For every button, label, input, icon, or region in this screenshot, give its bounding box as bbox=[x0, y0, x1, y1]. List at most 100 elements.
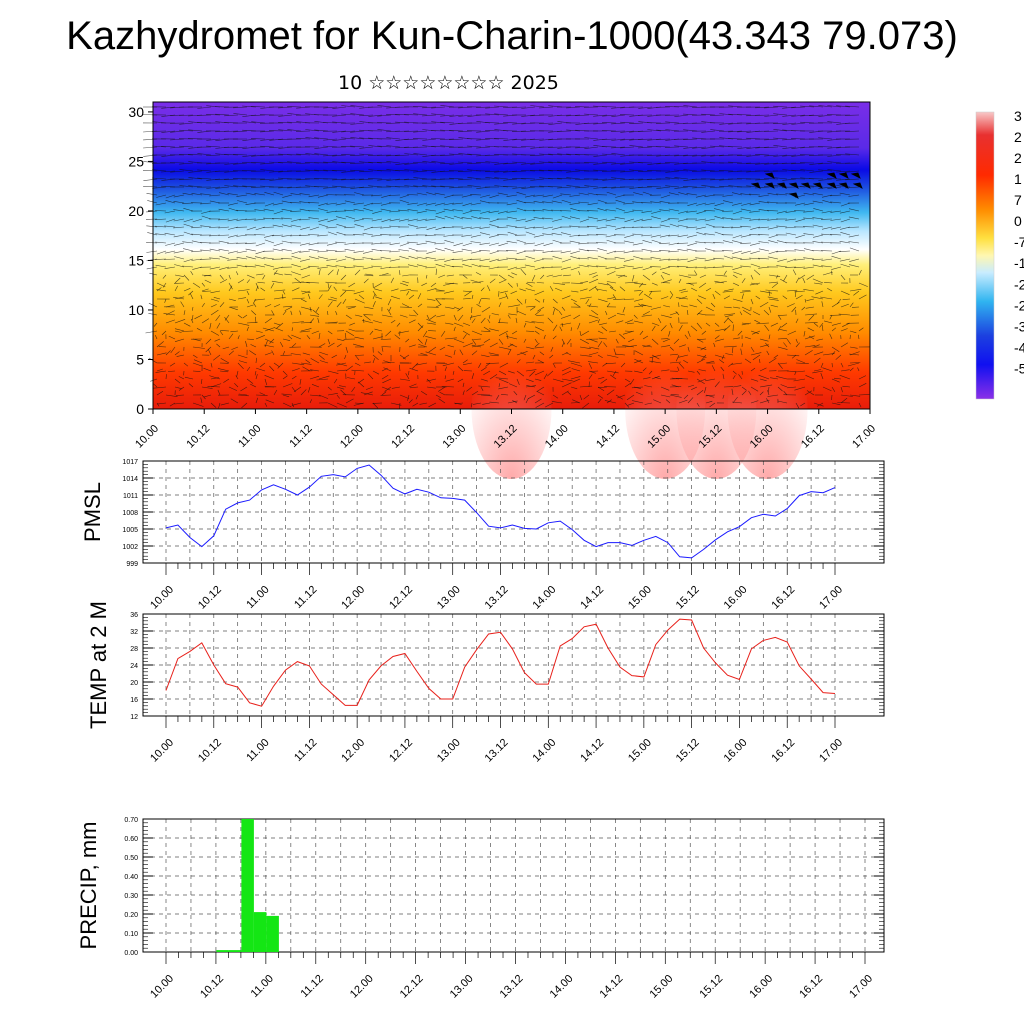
wind-arrow bbox=[323, 106, 338, 109]
wind-arrow bbox=[830, 210, 842, 213]
wind-arrow bbox=[317, 317, 320, 324]
wind-arrow bbox=[224, 178, 239, 180]
wind-arrow bbox=[269, 338, 275, 344]
wind-arrow bbox=[641, 314, 653, 317]
wind-arrow bbox=[287, 113, 302, 116]
wind-arrow bbox=[764, 324, 770, 332]
wind-arrow bbox=[759, 367, 767, 372]
wind-arrow bbox=[327, 370, 339, 374]
wind-arrow bbox=[440, 162, 455, 165]
wind-arrow bbox=[506, 333, 509, 340]
wind-arrow bbox=[255, 273, 264, 276]
wind-arrow bbox=[803, 210, 815, 213]
wind-arrow bbox=[727, 146, 743, 148]
wind-arrow bbox=[569, 194, 581, 197]
x-tick-label: 14.00 bbox=[530, 584, 558, 612]
wind-arrow bbox=[494, 177, 509, 180]
wind-arrow bbox=[269, 170, 284, 173]
wind-arrow bbox=[179, 162, 194, 165]
wind-arrow bbox=[341, 146, 356, 148]
wind-arrow bbox=[386, 145, 401, 148]
wind-arrow bbox=[480, 354, 490, 358]
wind-arrow bbox=[539, 153, 554, 156]
wind-arrow bbox=[441, 330, 446, 337]
wind-arrow bbox=[678, 296, 688, 300]
wind-arrow bbox=[623, 210, 635, 214]
wind-arrow bbox=[395, 121, 410, 124]
wind-arrow bbox=[622, 306, 626, 313]
wind-arrow bbox=[669, 394, 682, 398]
wind-arrow bbox=[336, 216, 347, 220]
wind-arrow bbox=[723, 295, 731, 300]
wind-arrow bbox=[485, 161, 500, 164]
wind-arrow bbox=[782, 178, 797, 181]
wind-arrow bbox=[269, 178, 284, 181]
wind-arrow bbox=[633, 370, 643, 374]
wind-arrow bbox=[245, 248, 257, 252]
wind-arrow bbox=[638, 178, 653, 181]
wind-arrow bbox=[341, 161, 356, 164]
wind-arrow bbox=[219, 302, 225, 308]
wind-arrow bbox=[498, 378, 509, 384]
wind-arrow bbox=[704, 194, 716, 197]
x-tick-label: 16.12 bbox=[769, 737, 797, 765]
wind-arrow bbox=[287, 335, 293, 340]
wind-arrow bbox=[732, 274, 738, 279]
y-tick-label: 999 bbox=[126, 561, 138, 568]
wind-arrow bbox=[669, 312, 678, 316]
wind-arrow bbox=[848, 216, 860, 220]
wind-arrow bbox=[230, 330, 239, 333]
wind-arrow bbox=[299, 201, 311, 204]
wind-arrow bbox=[494, 105, 509, 108]
wind-arrow bbox=[278, 129, 293, 132]
wind-arrow bbox=[858, 383, 867, 388]
wind-arrow bbox=[309, 318, 315, 324]
wind-arrow bbox=[783, 390, 788, 396]
wind-arrow bbox=[489, 234, 500, 238]
wind-arrow bbox=[534, 266, 545, 271]
wind-arrow bbox=[678, 210, 689, 214]
wind-arrow bbox=[557, 186, 572, 189]
wind-arrow bbox=[578, 257, 590, 260]
x-tick-label: 16.00 bbox=[747, 973, 775, 1001]
wind-arrow bbox=[773, 129, 788, 132]
x-tick-label: 10.12 bbox=[184, 423, 212, 451]
wind-arrow bbox=[462, 242, 473, 247]
wind-arrow bbox=[143, 178, 158, 181]
wind-arrow bbox=[552, 256, 563, 260]
wind-arrow bbox=[570, 386, 578, 390]
x-tick-label: 10.00 bbox=[148, 973, 176, 1001]
wind-arrow bbox=[489, 401, 500, 404]
wind-arrow bbox=[412, 162, 428, 164]
wind-arrow bbox=[396, 322, 401, 327]
wind-arrow bbox=[705, 248, 716, 252]
wind-arrow bbox=[341, 137, 356, 140]
wind-arrow bbox=[309, 306, 312, 312]
wind-arrow bbox=[723, 240, 734, 244]
wind-arrow bbox=[246, 279, 250, 284]
wind-arrow bbox=[818, 162, 833, 165]
wind-arrow bbox=[731, 226, 743, 229]
wind-arrow bbox=[740, 193, 752, 196]
wind-arrow bbox=[587, 216, 599, 220]
wind-arrow bbox=[710, 154, 725, 157]
wind-arrow bbox=[475, 272, 482, 276]
wind-arrow bbox=[332, 178, 347, 181]
wind-arrow bbox=[524, 226, 536, 230]
wind-arrow bbox=[782, 154, 797, 157]
wind-arrow bbox=[546, 370, 554, 377]
wind-arrow bbox=[340, 186, 356, 188]
wind-arrow bbox=[527, 281, 536, 284]
wind-arrow bbox=[169, 162, 185, 164]
wind-arrow bbox=[411, 362, 419, 369]
wind-arrow bbox=[674, 186, 689, 189]
wind-arrow bbox=[590, 370, 599, 372]
wind-arrow bbox=[190, 271, 194, 276]
wind-arrow bbox=[442, 362, 455, 367]
wind-arrow bbox=[665, 170, 680, 173]
wind-arrow bbox=[782, 169, 797, 172]
wind-arrow bbox=[487, 285, 491, 292]
wind-arrow bbox=[274, 272, 284, 276]
wind-arrow bbox=[628, 178, 644, 180]
wind-arrow bbox=[323, 154, 338, 157]
